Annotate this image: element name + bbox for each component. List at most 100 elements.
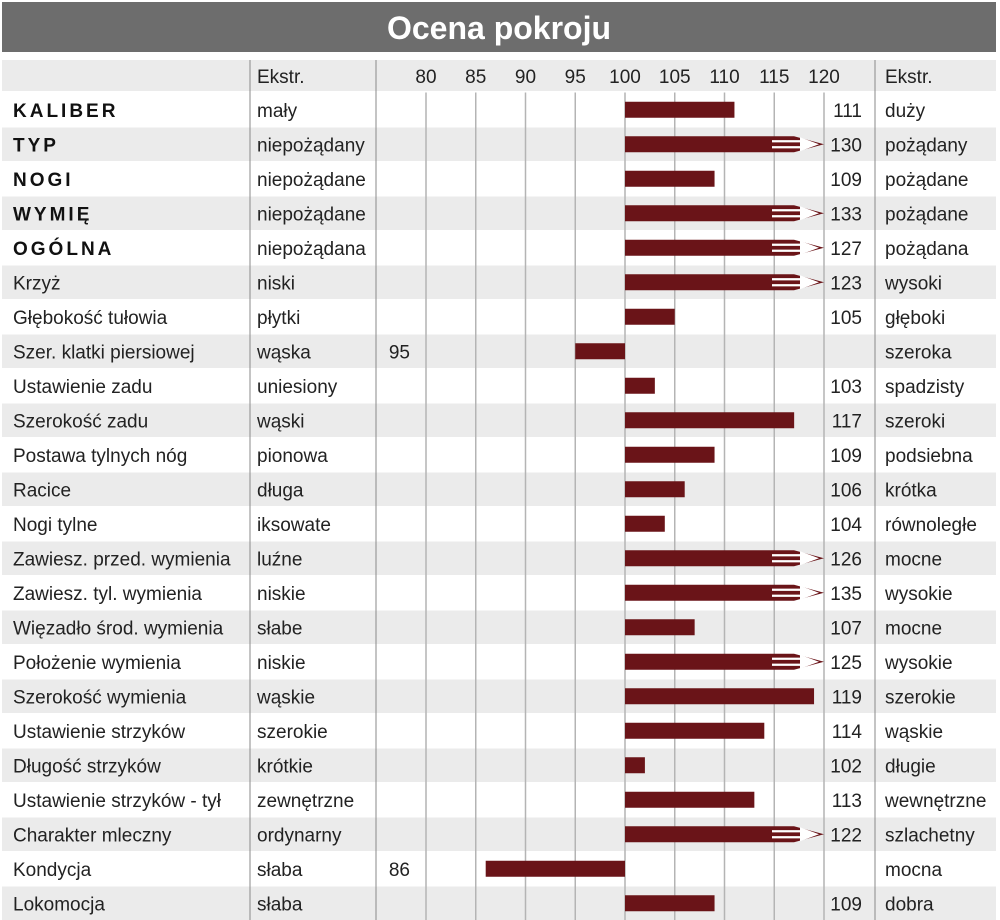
- trait-label: Głębokość tułowia: [13, 308, 168, 329]
- bar-overflow: [625, 550, 824, 567]
- extreme-low-label: krótkie: [257, 756, 313, 777]
- bar: [625, 515, 665, 532]
- row-background: [2, 334, 996, 369]
- bar: [625, 481, 685, 498]
- trait-label: Postawa tylnych nóg: [13, 446, 187, 467]
- trait-label: Zawiesz. przed. wymienia: [13, 549, 231, 570]
- extreme-low-label: uniesiony: [257, 377, 338, 398]
- extreme-high-label: głęboki: [885, 308, 945, 329]
- bar-overflow: [625, 584, 824, 601]
- value-label: 113: [832, 791, 862, 812]
- extreme-low-label: wąskie: [256, 687, 315, 708]
- trait-label: TYP: [13, 135, 59, 156]
- row-background: [2, 472, 996, 507]
- extreme-high-label: dobra: [885, 894, 934, 915]
- value-label: 103: [830, 377, 862, 398]
- value-label: 135: [830, 584, 862, 605]
- header-row: Ekstr. Ekstr. 80 85 90 95 100 105 110 115 120: [2, 60, 996, 91]
- extreme-low-label: wąski: [256, 411, 305, 432]
- extreme-low-label: słaba: [257, 894, 303, 915]
- row-background: [2, 403, 996, 438]
- value-label: 106: [830, 480, 862, 501]
- tick-label: 90: [515, 67, 536, 88]
- extreme-high-label: pożądana: [885, 239, 969, 260]
- trait-label: KALIBER: [13, 101, 118, 122]
- extreme-low-label: wąska: [256, 342, 311, 363]
- bar: [625, 308, 675, 325]
- value-label: 119: [832, 687, 862, 708]
- bar-overflow: [625, 826, 824, 843]
- tick-labels: 80 85 90 95 100 105 110 115 120: [415, 67, 839, 88]
- row-background: [2, 713, 996, 748]
- value-label: 109: [830, 446, 862, 467]
- row-background: [2, 265, 996, 300]
- bars: [485, 101, 824, 912]
- value-label: 95: [389, 342, 410, 363]
- extreme-low-label: niepożądany: [257, 135, 365, 156]
- tick-label: 85: [465, 67, 486, 88]
- row-background: [2, 748, 996, 783]
- extreme-high-label: pożądany: [885, 135, 968, 156]
- extreme-low-label: słabe: [257, 618, 302, 639]
- value-label: 109: [830, 894, 862, 915]
- value-label: 105: [830, 308, 862, 329]
- extreme-low-label: niepożądana: [257, 239, 366, 260]
- value-label: 127: [830, 239, 862, 260]
- rows: KALIBER mały duży TYP niepożądany pożądany NOG…: [2, 92, 996, 920]
- value-label: 109: [830, 170, 862, 191]
- extreme-high-label: podsiebna: [885, 446, 973, 467]
- bar: [625, 412, 795, 429]
- extreme-high-label: szerokie: [885, 687, 956, 708]
- extreme-high-label: równoległe: [885, 515, 977, 536]
- value-label: 117: [832, 411, 862, 432]
- bar-overflow: [625, 239, 824, 256]
- tick-label: 80: [415, 67, 436, 88]
- value-labels: 111 130 109 133 127 123 105 95 103 117 109 106 104 12…: [389, 101, 863, 916]
- value-label: 104: [830, 515, 862, 536]
- bar: [625, 722, 765, 739]
- chart-title: Ocena pokroju: [387, 10, 611, 46]
- extreme-low-label: niepożądane: [257, 170, 366, 191]
- bar: [485, 860, 625, 877]
- bar: [625, 619, 695, 636]
- extreme-high-label: szeroka: [885, 342, 952, 363]
- trait-label: Szerokość wymienia: [13, 687, 187, 708]
- value-label: 102: [830, 756, 862, 777]
- row-background: [2, 541, 996, 576]
- value-label: 133: [830, 204, 862, 225]
- row-background: [2, 437, 996, 472]
- extreme-low-label: iksowate: [257, 515, 331, 536]
- row-background: [2, 610, 996, 645]
- bar: [625, 446, 715, 463]
- extreme-low-label: luźne: [257, 549, 302, 570]
- row-background: [2, 196, 996, 231]
- row-background: [2, 644, 996, 679]
- row-background: [2, 92, 996, 127]
- row-background: [2, 368, 996, 403]
- bar: [625, 101, 735, 118]
- row-background: [2, 161, 996, 196]
- extreme-high-label: szlachetny: [885, 825, 975, 846]
- trait-label: Szer. klatki piersiowej: [13, 342, 195, 363]
- extreme-low-label: pionowa: [257, 446, 328, 467]
- extreme-high-label: duży: [885, 101, 926, 122]
- header-background: [2, 60, 996, 91]
- extreme-low-label: niepożądane: [257, 204, 366, 225]
- bar: [625, 791, 755, 808]
- extreme-low-label: ordynarny: [257, 825, 342, 846]
- row-background: [2, 575, 996, 610]
- trait-label: Nogi tylne: [13, 515, 98, 536]
- trait-label: OGÓLNA: [13, 238, 114, 260]
- trait-label: Ustawienie strzyków - tył: [13, 791, 222, 812]
- value-label: 126: [830, 549, 862, 570]
- value-label: 130: [830, 135, 862, 156]
- extreme-high-label: szeroki: [885, 411, 945, 432]
- header-extreme-left: Ekstr.: [257, 67, 305, 88]
- row-background: [2, 782, 996, 817]
- value-label: 107: [830, 618, 862, 639]
- bar: [625, 688, 815, 705]
- column-separators: [249, 60, 876, 920]
- trait-label: Ustawienie strzyków: [13, 722, 185, 743]
- value-label: 125: [830, 653, 862, 674]
- extreme-high-label: wąskie: [884, 722, 943, 743]
